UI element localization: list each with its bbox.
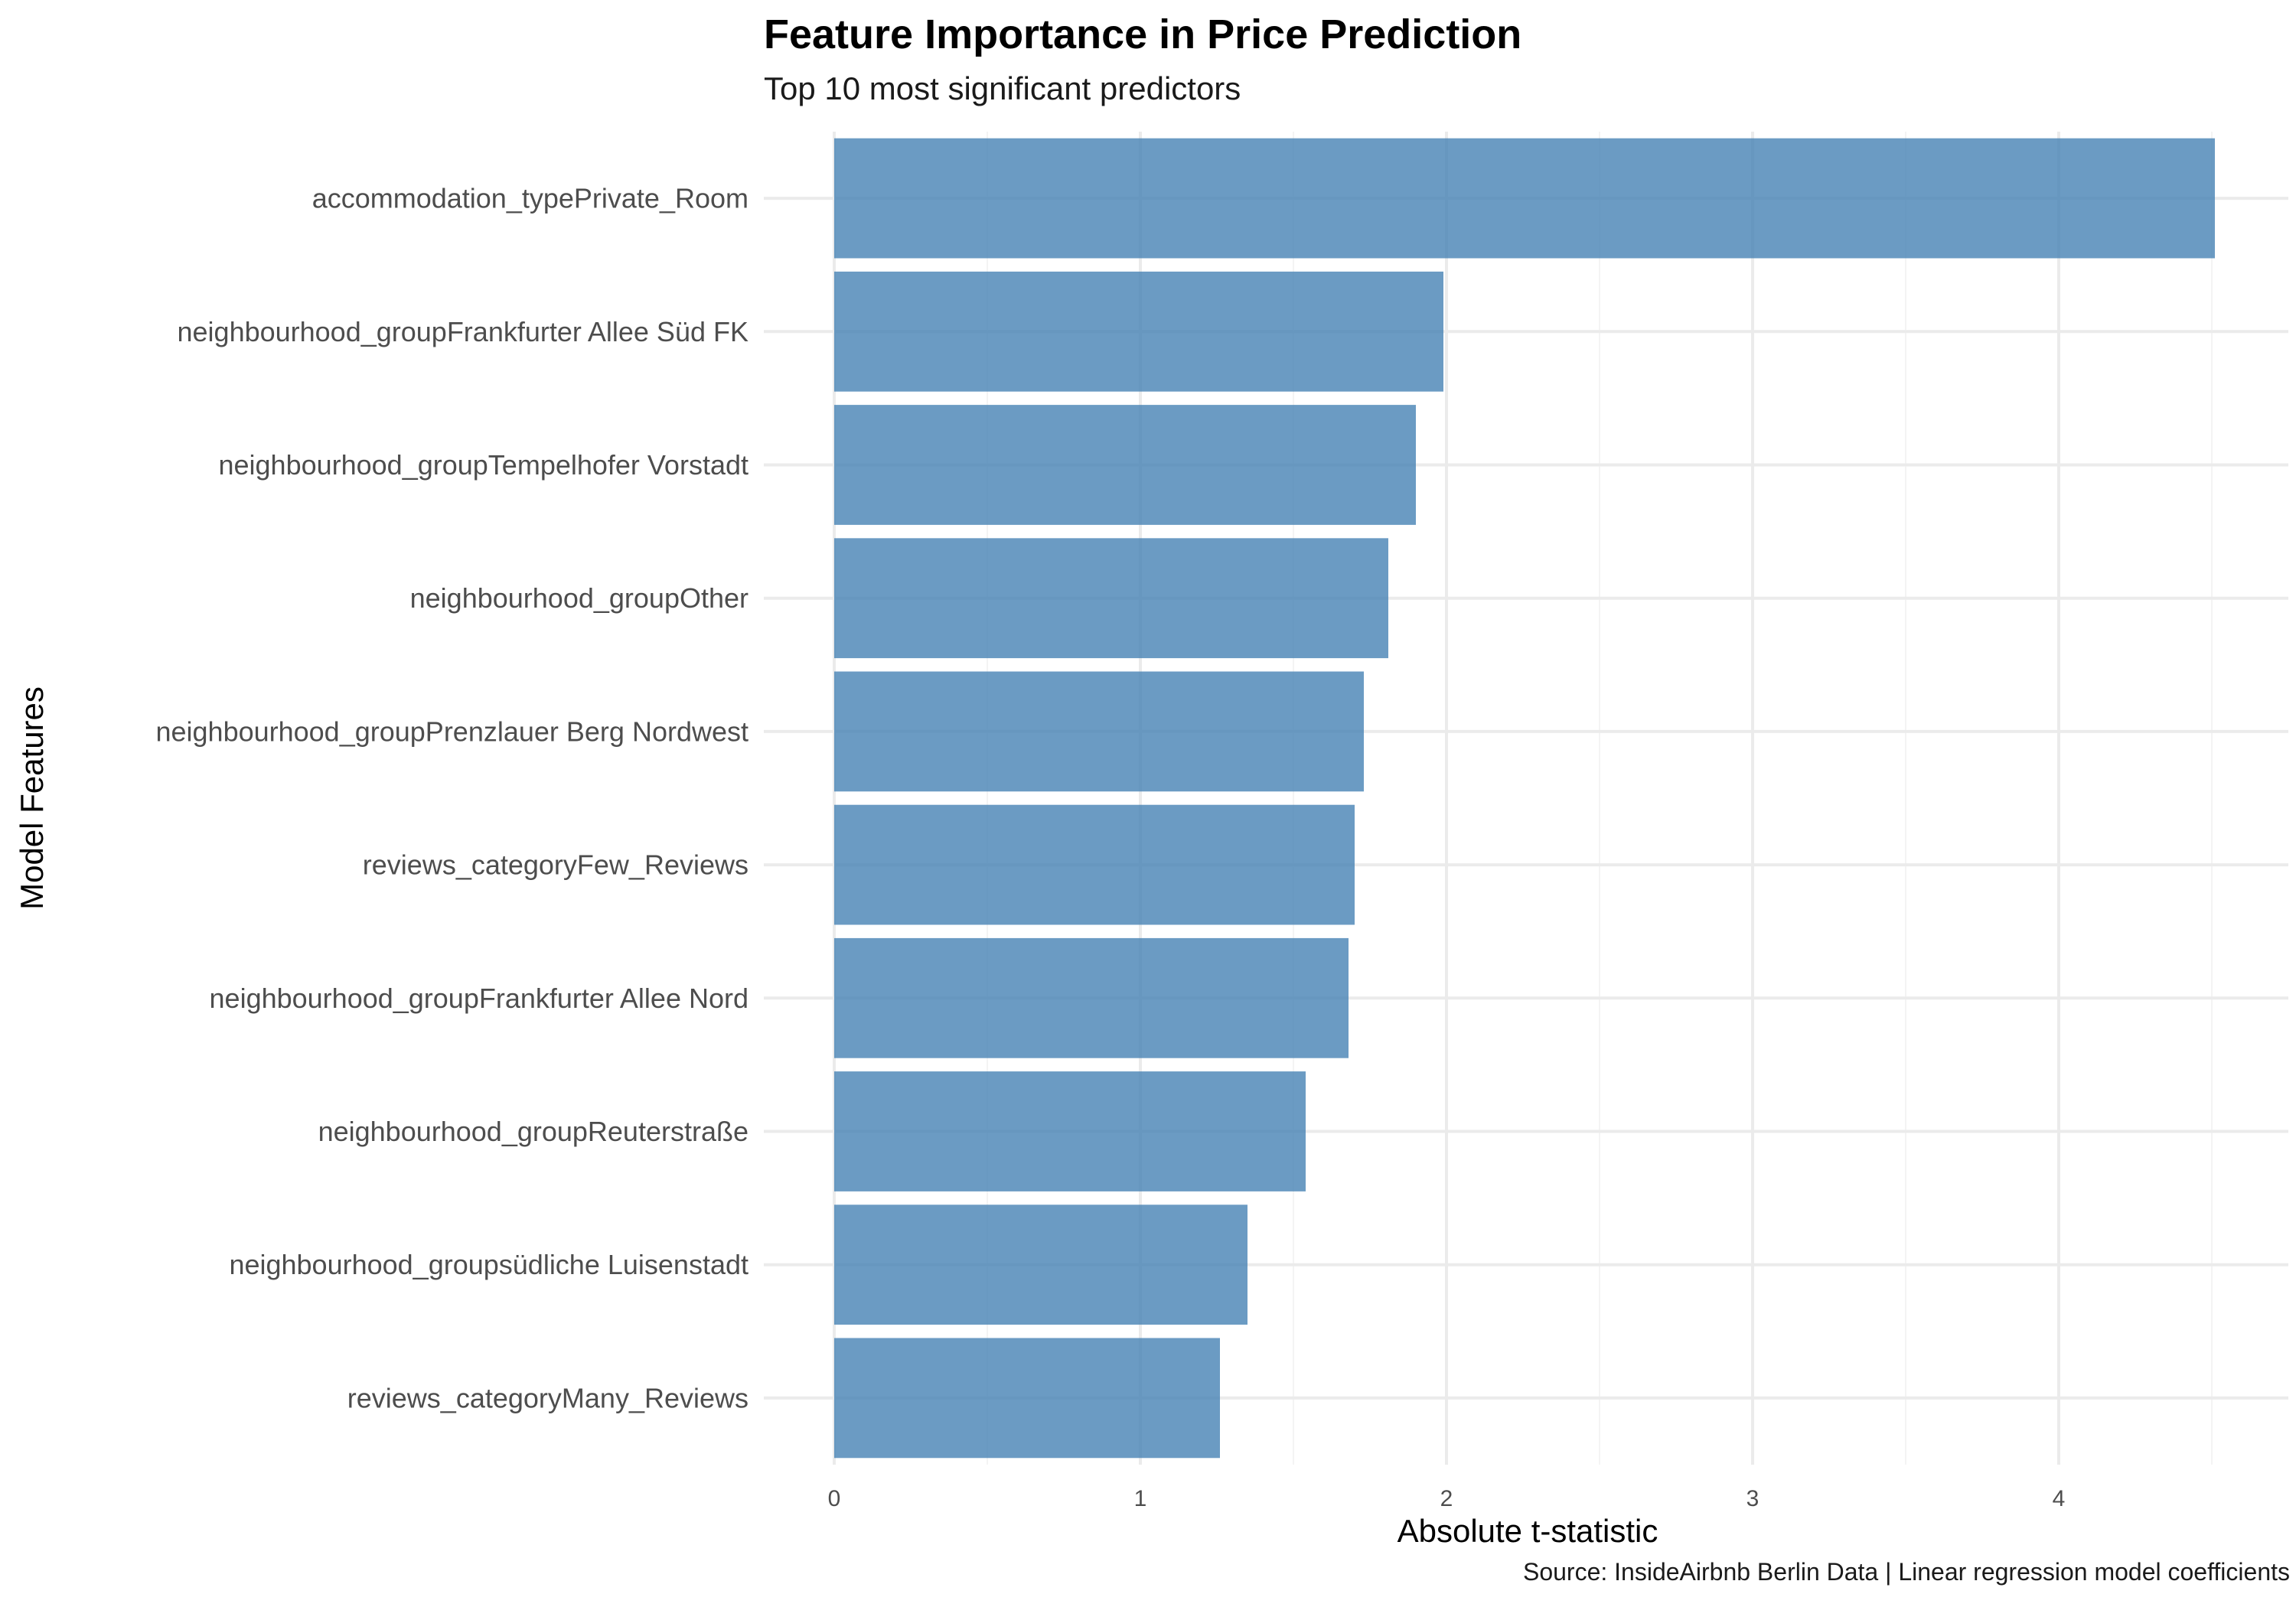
x-tick-label: 4	[2053, 1486, 2066, 1511]
bars	[834, 138, 2215, 1459]
x-tick-label: 1	[1134, 1486, 1147, 1511]
y-tick-label: neighbourhood_groupsüdliche Luisenstadt	[229, 1249, 748, 1280]
y-tick-label: reviews_categoryMany_Reviews	[347, 1382, 748, 1413]
x-tick-labels: 0 1 2 3 4	[828, 1486, 2066, 1511]
y-tick-labels: accommodation_typePrivate_Room neighbourh…	[155, 183, 748, 1414]
bar	[834, 405, 1416, 525]
x-tick-label: 3	[1746, 1486, 1760, 1511]
chart-title: Feature Importance in Price Prediction	[764, 11, 1522, 57]
bar	[834, 937, 1349, 1058]
x-tick-label: 0	[828, 1486, 841, 1511]
bar	[834, 671, 1364, 792]
y-tick-label: neighbourhood_groupTempelhofer Vorstadt	[218, 449, 748, 481]
y-tick-label: neighbourhood_groupFrankfurter Allee Nor…	[210, 983, 748, 1014]
y-tick-label: neighbourhood_groupFrankfurter Allee Süd…	[178, 316, 749, 347]
bar	[834, 804, 1355, 925]
chart-subtitle: Top 10 most significant predictors	[764, 70, 1241, 106]
bar	[834, 271, 1443, 392]
bar	[834, 138, 2215, 259]
y-tick-label: neighbourhood_groupReuterstraße	[318, 1116, 748, 1147]
y-tick-label: accommodation_typePrivate_Room	[312, 183, 748, 214]
x-axis-title: Absolute t-statistic	[1397, 1513, 1658, 1549]
y-tick-label: neighbourhood_groupPrenzlauer Berg Nordw…	[155, 715, 748, 747]
y-tick-label: reviews_categoryFew_Reviews	[363, 849, 748, 881]
bar	[834, 1204, 1247, 1325]
bar	[834, 1071, 1306, 1191]
y-axis-title: Model Features	[14, 686, 50, 910]
y-tick-label: neighbourhood_groupOther	[410, 582, 748, 614]
x-tick-label: 2	[1440, 1486, 1453, 1511]
bar	[834, 1338, 1220, 1459]
bar	[834, 538, 1388, 659]
chart-caption: Source: InsideAirbnb Berlin Data | Linea…	[1522, 1558, 2290, 1586]
